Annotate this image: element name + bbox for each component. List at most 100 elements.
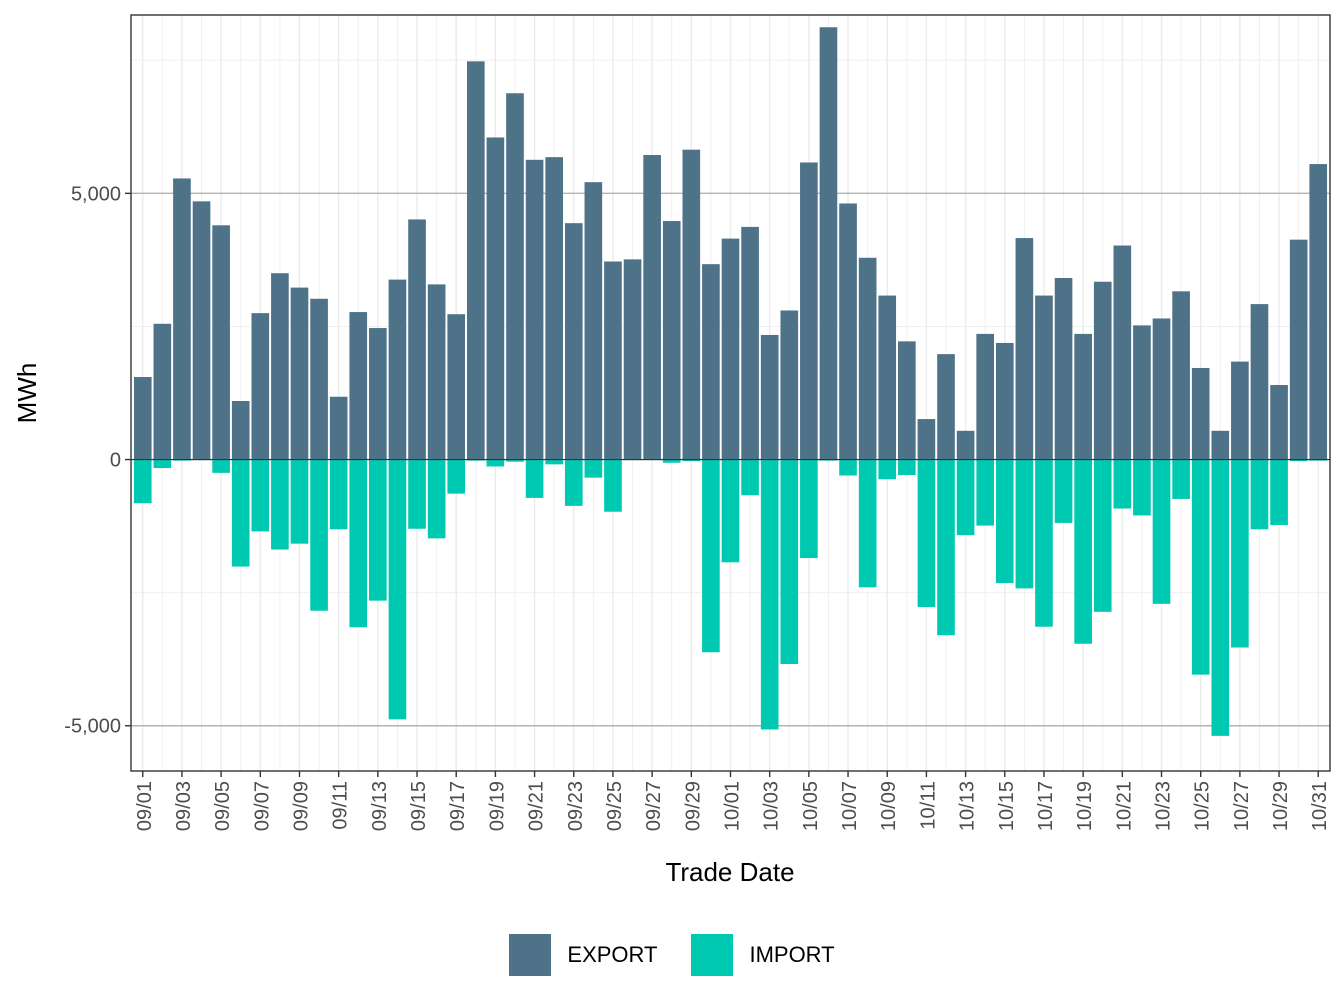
x-tick-label: 10/17 [1035,781,1057,831]
bar-import-09-24 [584,459,603,478]
y-axis: -5,000 0 5,000 [64,183,131,738]
bar-import-09-15 [408,459,426,529]
bar-import-09-19 [486,459,505,467]
bar-import-10-18 [1054,459,1073,523]
legend-item-import: IMPORT [691,934,835,976]
bar-export-09-04 [192,201,211,460]
bar-export-09-01 [133,377,152,460]
bar-export-10-21 [1113,245,1132,460]
bar-import-10-16 [1015,459,1034,589]
x-tick-label: 10/03 [761,781,783,831]
x-axis: 09/01 09/03 09/05 09/07 09/09 09/11 09/13 09/15… [134,771,1331,831]
x-tick-label: 10/25 [1192,781,1214,831]
bar-import-09-08 [271,459,289,550]
bar-import-09-11 [329,459,348,530]
x-tick-label: 10/09 [878,781,900,831]
bar-import-10-05 [800,459,818,559]
bar-import-10-11 [917,459,936,608]
x-tick-label: 09/15 [408,781,430,831]
x-tick-label: 09/19 [486,781,508,831]
bar-export-10-26 [1211,430,1230,460]
legend-item-export: EXPORT [509,934,657,976]
bar-import-09-22 [545,459,563,465]
bar-export-09-29 [682,149,701,460]
bar-import-10-03 [760,459,779,730]
bars-group [131,27,1330,736]
bar-import-10-15 [995,459,1014,584]
bar-export-09-10 [310,298,328,460]
bar-export-09-28 [662,221,681,460]
bar-export-09-03 [173,178,191,460]
bar-import-10-20 [1093,459,1112,612]
bar-import-10-19 [1074,459,1092,644]
bar-import-10-21 [1113,459,1132,509]
bar-import-09-02 [153,459,172,469]
bar-import-09-17 [447,459,466,494]
x-tick-label: 10/11 [917,781,939,830]
bar-export-10-16 [1015,238,1034,460]
bar-export-10-08 [858,257,877,460]
bar-export-09-25 [604,261,622,460]
bar-import-09-13 [369,459,387,601]
x-tick-label: 10/29 [1270,781,1292,831]
y-tick-label: 0 [110,450,121,472]
bar-export-09-16 [427,284,446,460]
x-tick-label: 09/07 [251,781,273,831]
bar-export-10-30 [1289,239,1308,460]
bar-export-10-22 [1133,325,1151,460]
bar-import-10-14 [976,459,995,526]
bar-export-10-25 [1191,367,1210,460]
x-tick-label: 09/11 [330,781,352,830]
x-tick-label: 10/19 [1074,781,1096,831]
bar-export-09-08 [271,273,289,460]
bar-import-10-02 [741,459,759,496]
bar-export-10-28 [1250,304,1269,460]
x-tick-label: 09/27 [643,781,665,831]
bar-import-10-27 [1231,459,1249,648]
x-tick-label: 09/23 [565,781,587,831]
bar-import-09-12 [349,459,368,628]
bar-export-10-02 [741,226,759,460]
bar-export-09-18 [466,61,485,460]
x-tick-label: 10/31 [1309,781,1331,831]
bar-import-09-21 [525,459,544,498]
bar-export-09-30 [702,264,720,460]
bar-export-09-20 [506,93,524,460]
x-tick-label: 10/21 [1113,781,1135,831]
bar-export-10-23 [1152,318,1171,460]
bar-import-10-04 [780,459,799,664]
bar-export-09-09 [290,287,309,460]
bar-export-10-24 [1172,291,1190,460]
bar-export-09-22 [545,157,563,460]
x-tick-label: 09/01 [134,781,156,831]
bar-export-10-31 [1309,164,1328,460]
bar-import-10-17 [1035,459,1053,627]
bar-export-09-15 [408,219,426,460]
bar-import-09-28 [662,459,681,463]
bar-export-09-26 [623,259,642,460]
x-tick-label: 10/05 [800,781,822,831]
bar-export-09-19 [486,137,505,460]
bar-import-10-12 [937,459,955,636]
bar-export-10-13 [956,430,975,460]
bar-export-10-12 [937,354,955,460]
x-tick-label: 09/21 [526,781,548,831]
x-tick-label: 10/15 [996,781,1018,831]
bar-import-10-29 [1270,459,1288,526]
bar-import-09-23 [564,459,583,506]
bar-import-10-13 [956,459,975,536]
bar-import-09-10 [310,459,328,611]
bar-export-10-04 [780,310,799,460]
bar-export-10-29 [1270,385,1288,460]
x-tick-label: 10/01 [722,781,744,831]
bar-export-10-14 [976,333,995,460]
x-tick-label: 09/25 [604,781,626,831]
x-tick-label: 09/17 [447,781,469,831]
bar-export-10-09 [878,295,897,460]
bar-export-10-11 [917,419,936,460]
bar-export-10-17 [1035,295,1053,460]
bar-export-09-13 [369,328,387,460]
bar-import-10-01 [721,459,740,563]
bar-export-10-06 [819,27,838,460]
